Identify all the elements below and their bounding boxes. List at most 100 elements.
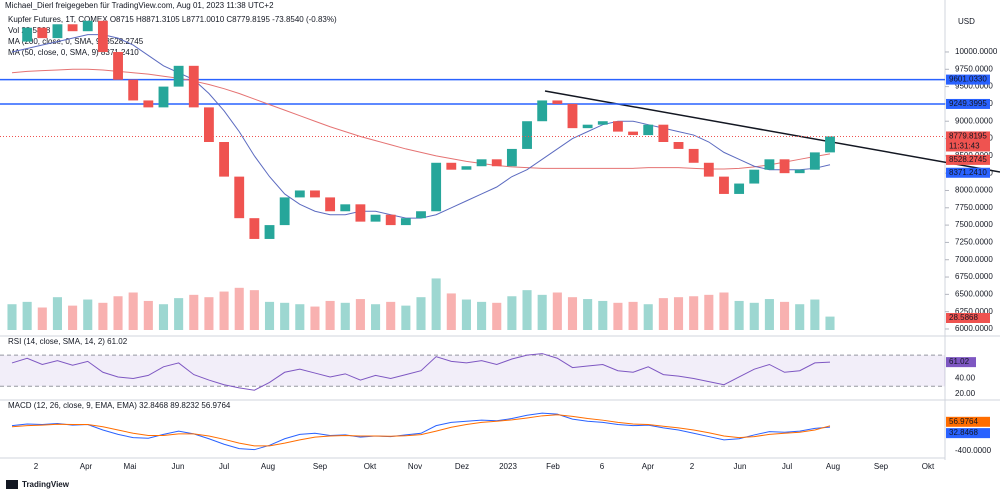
volume-bar xyxy=(780,301,790,330)
candle xyxy=(385,214,396,226)
candle xyxy=(825,136,835,153)
y-tick-label: 9000.0000 xyxy=(955,116,993,125)
volume-tag xyxy=(946,313,990,323)
volume-bar xyxy=(204,297,214,330)
x-tick-label: Mai xyxy=(124,462,137,471)
candle xyxy=(688,148,699,163)
candle xyxy=(400,218,411,226)
x-tick-label: Okt xyxy=(364,462,377,471)
y-tick-label: 6000.0000 xyxy=(955,324,993,333)
candle xyxy=(734,183,745,194)
volume-bar xyxy=(7,304,17,330)
x-tick-label: Nov xyxy=(408,462,422,471)
candle xyxy=(204,107,214,142)
volume-bar xyxy=(143,300,153,330)
y-tick-label: 6750.0000 xyxy=(955,272,993,281)
candle xyxy=(325,197,336,212)
rsi-line xyxy=(11,353,831,391)
volume-bar xyxy=(507,296,517,330)
author: Michael_Dierl freigegeben für TradingVie… xyxy=(5,1,274,10)
macd-line xyxy=(11,412,831,451)
candle xyxy=(537,100,548,122)
candle xyxy=(37,27,48,39)
volume-bar xyxy=(83,299,93,330)
volume-bar xyxy=(295,304,305,330)
volume-bar xyxy=(795,304,805,330)
volume-bar xyxy=(567,297,578,330)
candle xyxy=(446,162,457,170)
candle xyxy=(643,124,654,136)
legend-macd: MACD (12, 26, close, 9, EMA, EMA) 32.846… xyxy=(8,401,231,410)
volume-bar xyxy=(522,290,532,330)
x-tick-label: Okt xyxy=(922,462,935,471)
volume-bar xyxy=(461,299,471,330)
volume-bar xyxy=(280,302,290,330)
x-tick-label: 6 xyxy=(600,462,605,471)
volume-bar xyxy=(492,302,502,330)
y-tick-label: 7250.0000 xyxy=(955,238,993,247)
volume-bar xyxy=(764,299,774,330)
candle xyxy=(522,121,532,149)
y-tick-label: 9500.0000 xyxy=(955,82,993,91)
candle xyxy=(279,197,290,226)
legend-ma200: MA (200, close, 0, SMA, 9) 8528.2745 xyxy=(8,37,144,46)
candle xyxy=(506,148,517,167)
candle xyxy=(188,65,199,108)
volume-bar xyxy=(431,278,441,330)
volume-bar xyxy=(219,291,229,330)
candle xyxy=(703,162,714,177)
last-price-tag xyxy=(946,131,990,152)
candle xyxy=(809,152,820,170)
x-tick-label: Apr xyxy=(80,462,93,471)
candle xyxy=(97,20,108,52)
volume-bar xyxy=(643,304,653,330)
macd-line xyxy=(11,414,831,447)
ma-label: 8371.2410 xyxy=(949,168,987,177)
volume-bar xyxy=(22,301,32,330)
volume-bar xyxy=(825,316,835,330)
volume-label: 28.5868 xyxy=(949,313,978,322)
footer-logo: TradingView xyxy=(22,480,70,489)
rsi-tick-label: 40.00 xyxy=(955,374,976,383)
candle xyxy=(52,24,63,39)
volume-bar xyxy=(174,298,184,330)
volume-bar xyxy=(340,302,350,330)
volume-bar xyxy=(310,306,320,330)
candle xyxy=(22,27,33,42)
candle xyxy=(370,214,381,222)
volume-bar xyxy=(734,300,744,330)
volume-bar xyxy=(689,296,699,330)
volume-bar xyxy=(537,294,547,330)
y-tick-label: 7500.0000 xyxy=(955,220,993,229)
volume-bar xyxy=(355,299,365,330)
x-tick-label: Feb xyxy=(546,462,560,471)
volume-bar xyxy=(628,301,638,330)
y-tick-label: 9750.0000 xyxy=(955,64,993,73)
ma-tag xyxy=(946,154,990,165)
candle xyxy=(219,141,229,177)
volume-bar xyxy=(37,307,47,330)
candle xyxy=(476,159,487,167)
candle xyxy=(234,176,245,219)
x-tick-label: Aug xyxy=(261,462,275,471)
volume-bar xyxy=(189,294,199,330)
candle xyxy=(613,121,623,132)
volume-bar xyxy=(598,300,608,330)
volume-bar xyxy=(583,299,593,330)
candle xyxy=(143,100,154,108)
level-tag xyxy=(946,74,990,85)
candle xyxy=(67,24,78,32)
volume-bar xyxy=(552,292,562,330)
y-tick-label: 10000.0000 xyxy=(955,47,998,56)
rsi-tag xyxy=(946,357,976,368)
currency: USD xyxy=(958,17,975,26)
candle xyxy=(779,159,790,174)
volume-bar xyxy=(658,298,668,330)
volume-bar xyxy=(113,296,123,330)
ma-tag xyxy=(946,167,990,178)
candle xyxy=(173,65,184,87)
ma-line xyxy=(11,34,831,219)
level-tag xyxy=(946,98,990,109)
